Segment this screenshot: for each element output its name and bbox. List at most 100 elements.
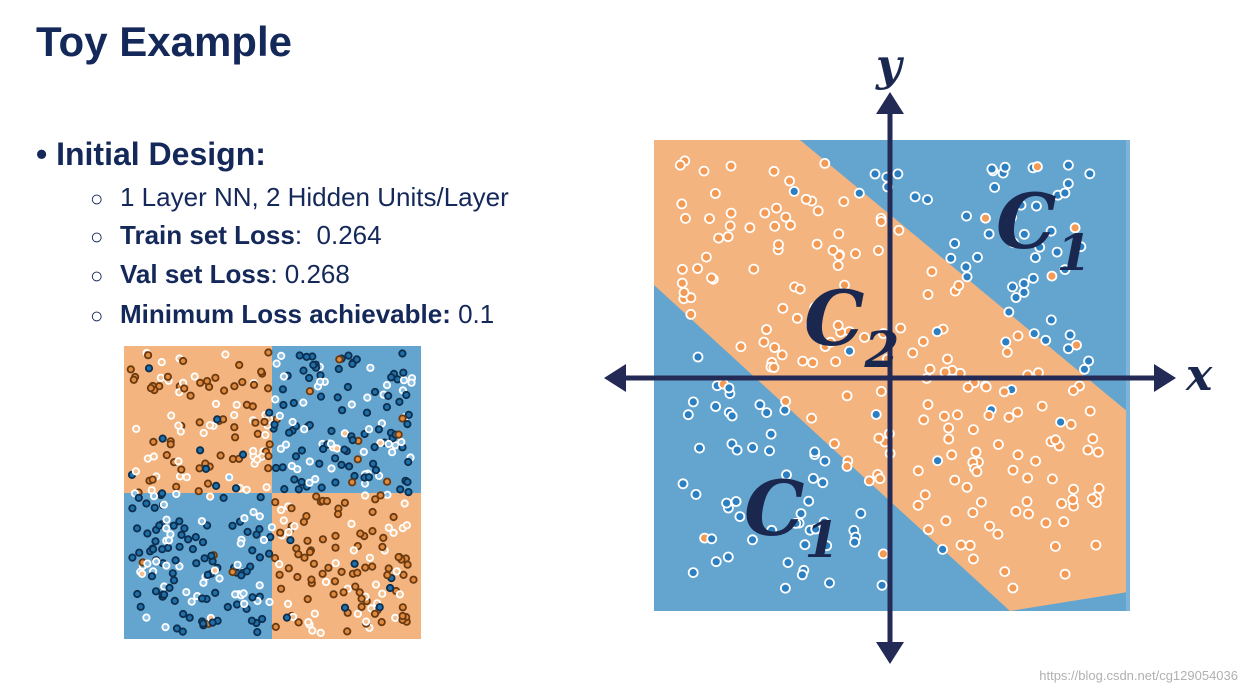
dot: [172, 489, 181, 499]
dot: [922, 289, 934, 300]
dot: [239, 589, 248, 598]
dot: [692, 351, 704, 363]
dot: [704, 213, 715, 225]
dot: [698, 165, 710, 177]
dot: [284, 564, 293, 573]
dot: [832, 319, 844, 331]
dot: [912, 499, 924, 511]
dot: [240, 514, 249, 523]
dot: [1068, 385, 1079, 397]
dot: [331, 543, 340, 552]
dot: [976, 496, 987, 508]
dot: [999, 566, 1011, 577]
dot: [220, 386, 229, 395]
dot: [1010, 292, 1022, 303]
dot: [265, 597, 274, 607]
dot: [943, 422, 954, 434]
dot: [243, 527, 252, 537]
dot: [685, 292, 697, 304]
dot: [337, 567, 346, 577]
dot: [175, 562, 184, 571]
dot: [233, 560, 242, 569]
dot: [281, 440, 291, 449]
dot: [744, 222, 756, 234]
dot: [331, 478, 340, 487]
dot: [231, 433, 240, 442]
dot: [949, 238, 960, 249]
dot: [690, 488, 702, 500]
dot: [230, 410, 239, 420]
dot: [1092, 446, 1104, 458]
dot: [968, 553, 979, 565]
dot: [276, 584, 286, 593]
dot: [238, 377, 247, 387]
dot: [1063, 343, 1074, 355]
dot: [378, 542, 387, 552]
dot: [407, 378, 416, 387]
dot: [138, 569, 147, 579]
dot: [318, 569, 327, 578]
dot: [398, 603, 407, 612]
dot: [758, 336, 770, 348]
dot: [768, 362, 780, 373]
dot: [184, 535, 193, 544]
dot: [213, 415, 222, 424]
dot: [1064, 329, 1076, 341]
dot: [266, 532, 275, 542]
dot: [252, 530, 261, 539]
dot: [943, 433, 955, 445]
dot: [265, 408, 274, 417]
dot: [1086, 493, 1098, 505]
x-label: x: [1185, 350, 1213, 401]
dot: [215, 574, 224, 583]
dot: [824, 577, 835, 589]
dot: [228, 521, 237, 530]
dot: [291, 452, 301, 461]
dot: [249, 507, 258, 517]
dot: [242, 567, 251, 576]
dot: [1030, 455, 1041, 467]
dot: [231, 484, 241, 493]
dot: [382, 402, 391, 412]
dot: [403, 560, 412, 569]
dot: [166, 530, 175, 539]
dot: [279, 516, 288, 525]
dot: [203, 521, 212, 530]
dot: [284, 527, 293, 537]
dot: [722, 551, 734, 563]
dot: [237, 571, 246, 580]
dot: [807, 472, 819, 484]
dot: [264, 348, 273, 357]
dot: [143, 559, 152, 568]
watermark: https://blog.csdn.net/cg129054036: [1039, 668, 1238, 683]
dot: [330, 454, 340, 463]
dot: [1045, 314, 1057, 326]
dot: [344, 351, 353, 360]
dot: [340, 445, 349, 454]
dot: [267, 523, 276, 532]
dot: [347, 400, 356, 409]
dot: [270, 420, 279, 429]
dot: [322, 496, 332, 506]
dot: [917, 336, 929, 347]
dot: [290, 475, 299, 484]
dot: [257, 367, 266, 376]
dot: [303, 594, 312, 604]
dot: [839, 279, 850, 291]
dot: [198, 538, 208, 547]
dot: [340, 429, 349, 438]
dot: [387, 448, 397, 457]
dot: [1032, 161, 1043, 173]
dot: [387, 373, 396, 382]
dot: [725, 160, 737, 172]
dot: [276, 444, 285, 453]
dot: [993, 439, 1004, 450]
dot: [310, 609, 319, 618]
dot: [142, 613, 151, 622]
dot: [706, 533, 718, 545]
dot: [942, 353, 953, 365]
dot: [300, 425, 309, 434]
dot: [174, 457, 183, 466]
dot: [280, 484, 289, 494]
